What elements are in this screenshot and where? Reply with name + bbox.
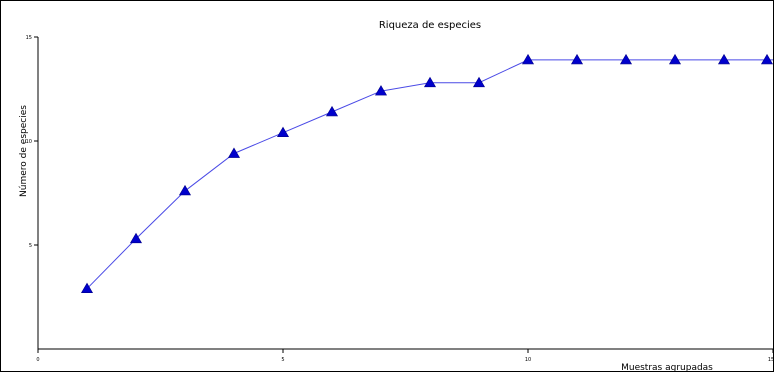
series-line <box>86 59 773 290</box>
data-point-marker <box>178 184 192 196</box>
x-tick-label: 0 <box>36 357 39 363</box>
y-tick-label: 10 <box>26 139 32 145</box>
data-point-marker <box>619 53 633 65</box>
data-point-marker <box>717 53 731 65</box>
data-point-marker <box>760 53 773 65</box>
data-point-marker <box>374 85 388 96</box>
y-tick-label: 15 <box>26 35 32 41</box>
y-axis-label: Número de especies <box>19 105 29 197</box>
data-point-marker <box>276 126 290 138</box>
axes: 0 5 10 15 5 10 15 <box>26 35 773 363</box>
x-tick-label: 10 <box>525 357 531 363</box>
x-tick-label: 5 <box>281 357 284 363</box>
data-point-marker <box>668 53 682 65</box>
y-tick-label: 5 <box>29 243 32 249</box>
chart-title: Riqueza de especies <box>379 20 481 31</box>
plot-area <box>80 53 773 294</box>
data-point-marker <box>570 53 584 65</box>
data-point-marker <box>472 76 486 88</box>
data-point-marker <box>80 282 94 294</box>
data-point-marker <box>227 147 241 158</box>
data-point-marker <box>325 105 339 117</box>
x-tick-label: 15 <box>768 357 773 363</box>
data-point-marker <box>423 76 437 88</box>
data-point-marker <box>521 53 535 65</box>
x-axis-label: Muestras agrupadas <box>621 363 713 371</box>
data-point-marker <box>129 232 143 244</box>
